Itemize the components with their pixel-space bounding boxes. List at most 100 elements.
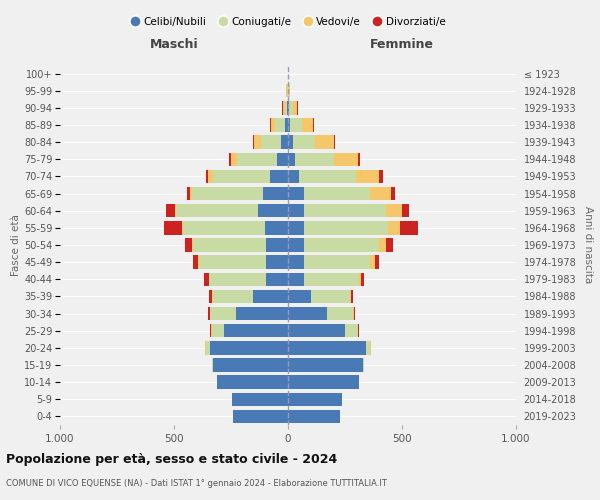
Bar bbox=[304, 187, 370, 200]
Bar bbox=[213, 290, 253, 303]
Bar bbox=[287, 101, 288, 114]
Bar bbox=[311, 290, 350, 303]
Bar bbox=[386, 238, 393, 252]
Bar bbox=[210, 324, 211, 338]
Bar bbox=[288, 187, 304, 200]
Bar bbox=[277, 152, 288, 166]
Bar bbox=[193, 256, 199, 269]
Bar bbox=[270, 170, 288, 183]
Bar bbox=[213, 358, 288, 372]
Bar bbox=[217, 376, 288, 389]
Bar bbox=[354, 307, 355, 320]
Bar bbox=[379, 238, 386, 252]
Bar bbox=[192, 187, 263, 200]
Bar bbox=[359, 272, 361, 286]
Bar bbox=[253, 136, 254, 149]
Bar bbox=[205, 272, 209, 286]
Bar bbox=[253, 290, 288, 303]
Bar bbox=[288, 324, 345, 338]
Bar bbox=[316, 136, 334, 149]
Bar bbox=[288, 307, 327, 320]
Bar bbox=[193, 238, 266, 252]
Bar bbox=[288, 118, 290, 132]
Bar bbox=[192, 238, 193, 252]
Bar bbox=[358, 152, 360, 166]
Bar bbox=[209, 272, 266, 286]
Bar bbox=[304, 272, 359, 286]
Bar bbox=[379, 170, 383, 183]
Bar bbox=[237, 152, 277, 166]
Bar bbox=[288, 410, 340, 423]
Bar bbox=[270, 118, 271, 132]
Bar bbox=[370, 187, 391, 200]
Bar bbox=[288, 238, 304, 252]
Bar bbox=[334, 136, 335, 149]
Bar bbox=[304, 221, 388, 234]
Bar bbox=[350, 290, 353, 303]
Bar bbox=[209, 290, 212, 303]
Bar bbox=[289, 101, 293, 114]
Bar bbox=[365, 341, 370, 354]
Bar bbox=[302, 118, 313, 132]
Bar bbox=[288, 341, 365, 354]
Bar bbox=[288, 392, 341, 406]
Bar bbox=[271, 118, 275, 132]
Bar bbox=[286, 84, 287, 98]
Bar bbox=[224, 324, 288, 338]
Bar bbox=[293, 101, 297, 114]
Bar bbox=[283, 101, 285, 114]
Text: Maschi: Maschi bbox=[149, 38, 199, 52]
Bar bbox=[232, 392, 288, 406]
Bar bbox=[164, 221, 182, 234]
Bar bbox=[293, 136, 316, 149]
Bar bbox=[208, 307, 210, 320]
Bar bbox=[356, 170, 379, 183]
Bar bbox=[266, 256, 288, 269]
Bar bbox=[212, 358, 213, 372]
Y-axis label: Fasce di età: Fasce di età bbox=[11, 214, 21, 276]
Bar bbox=[281, 136, 288, 149]
Bar bbox=[206, 341, 211, 354]
Bar bbox=[259, 204, 288, 218]
Bar bbox=[288, 376, 359, 389]
Bar bbox=[263, 187, 288, 200]
Bar bbox=[295, 152, 334, 166]
Bar bbox=[265, 221, 288, 234]
Bar bbox=[211, 341, 288, 354]
Bar bbox=[327, 307, 353, 320]
Bar bbox=[254, 136, 260, 149]
Y-axis label: Anni di nascita: Anni di nascita bbox=[583, 206, 593, 284]
Bar bbox=[236, 307, 288, 320]
Bar bbox=[266, 238, 288, 252]
Bar bbox=[190, 187, 192, 200]
Bar bbox=[185, 238, 192, 252]
Bar bbox=[353, 307, 354, 320]
Bar bbox=[284, 118, 288, 132]
Bar bbox=[386, 204, 402, 218]
Bar bbox=[290, 118, 302, 132]
Bar bbox=[304, 204, 386, 218]
Bar bbox=[212, 324, 224, 338]
Bar bbox=[211, 307, 236, 320]
Bar bbox=[299, 170, 356, 183]
Bar bbox=[289, 84, 290, 98]
Text: Popolazione per età, sesso e stato civile - 2024: Popolazione per età, sesso e stato civil… bbox=[6, 452, 337, 466]
Bar bbox=[402, 204, 409, 218]
Bar bbox=[233, 410, 288, 423]
Bar bbox=[345, 324, 358, 338]
Bar bbox=[400, 221, 418, 234]
Bar bbox=[388, 221, 400, 234]
Bar bbox=[288, 221, 304, 234]
Bar bbox=[288, 272, 304, 286]
Bar bbox=[275, 118, 284, 132]
Bar bbox=[260, 136, 281, 149]
Bar bbox=[304, 238, 379, 252]
Bar bbox=[288, 136, 293, 149]
Bar bbox=[206, 170, 208, 183]
Bar bbox=[288, 152, 295, 166]
Bar bbox=[182, 221, 183, 234]
Bar bbox=[229, 152, 231, 166]
Bar bbox=[166, 204, 175, 218]
Bar bbox=[304, 256, 370, 269]
Bar bbox=[370, 256, 374, 269]
